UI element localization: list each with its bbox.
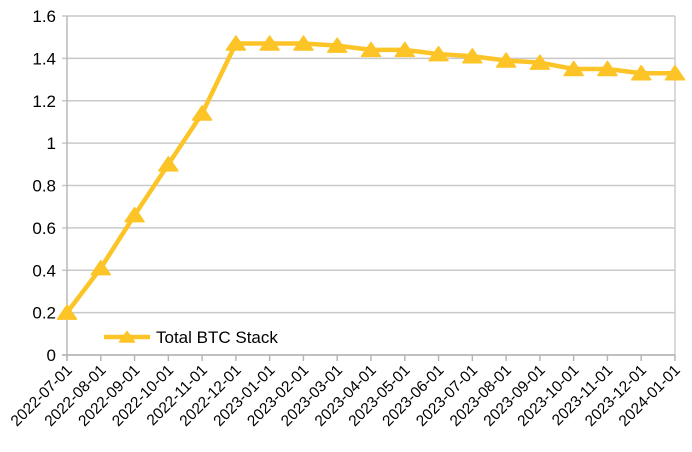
data-point-marker [124,206,145,223]
legend-triangle-marker-icon [118,330,136,343]
data-point-marker [428,45,449,62]
legend-label: Total BTC Stack [156,328,278,347]
data-point-marker [664,64,686,81]
data-point-marker [326,37,348,53]
y-tick-label: 0.8 [32,177,56,196]
y-tick-label: 1.6 [32,7,56,26]
y-tick-label: 1.4 [32,49,56,68]
data-point-marker [394,41,416,58]
data-point-marker [529,54,551,70]
data-point-marker [563,60,584,77]
data-point-marker [630,64,652,81]
y-tick-label: 0.4 [32,261,56,280]
data-point-marker [259,35,280,51]
series-total-btc-stack [56,35,686,320]
data-point-marker [158,156,179,172]
gridlines [62,15,676,356]
data-point-marker [90,259,112,276]
y-tick-label: 1.2 [32,92,56,111]
data-point-marker [191,105,213,121]
data-point-marker [360,41,382,58]
x-axis-labels: 2022-07-012022-08-012022-09-012022-10-01… [8,362,684,430]
data-point-marker [495,52,517,68]
y-tick-label: 0 [47,346,56,365]
legend: Total BTC Stack [104,328,278,347]
data-point-marker [462,48,483,64]
data-point-marker [225,35,247,51]
series-line [65,41,675,314]
y-tick-label: 1 [47,134,56,153]
data-point-marker [293,35,314,51]
y-axis-labels: 0 0.2 0.4 0.6 0.8 1 1.2 1.4 1.6 [32,7,56,365]
axes [62,16,676,361]
y-tick-label: 0.2 [32,304,56,323]
data-point-marker [597,60,618,77]
data-point-marker [56,304,78,320]
y-tick-label: 0.6 [32,219,56,238]
